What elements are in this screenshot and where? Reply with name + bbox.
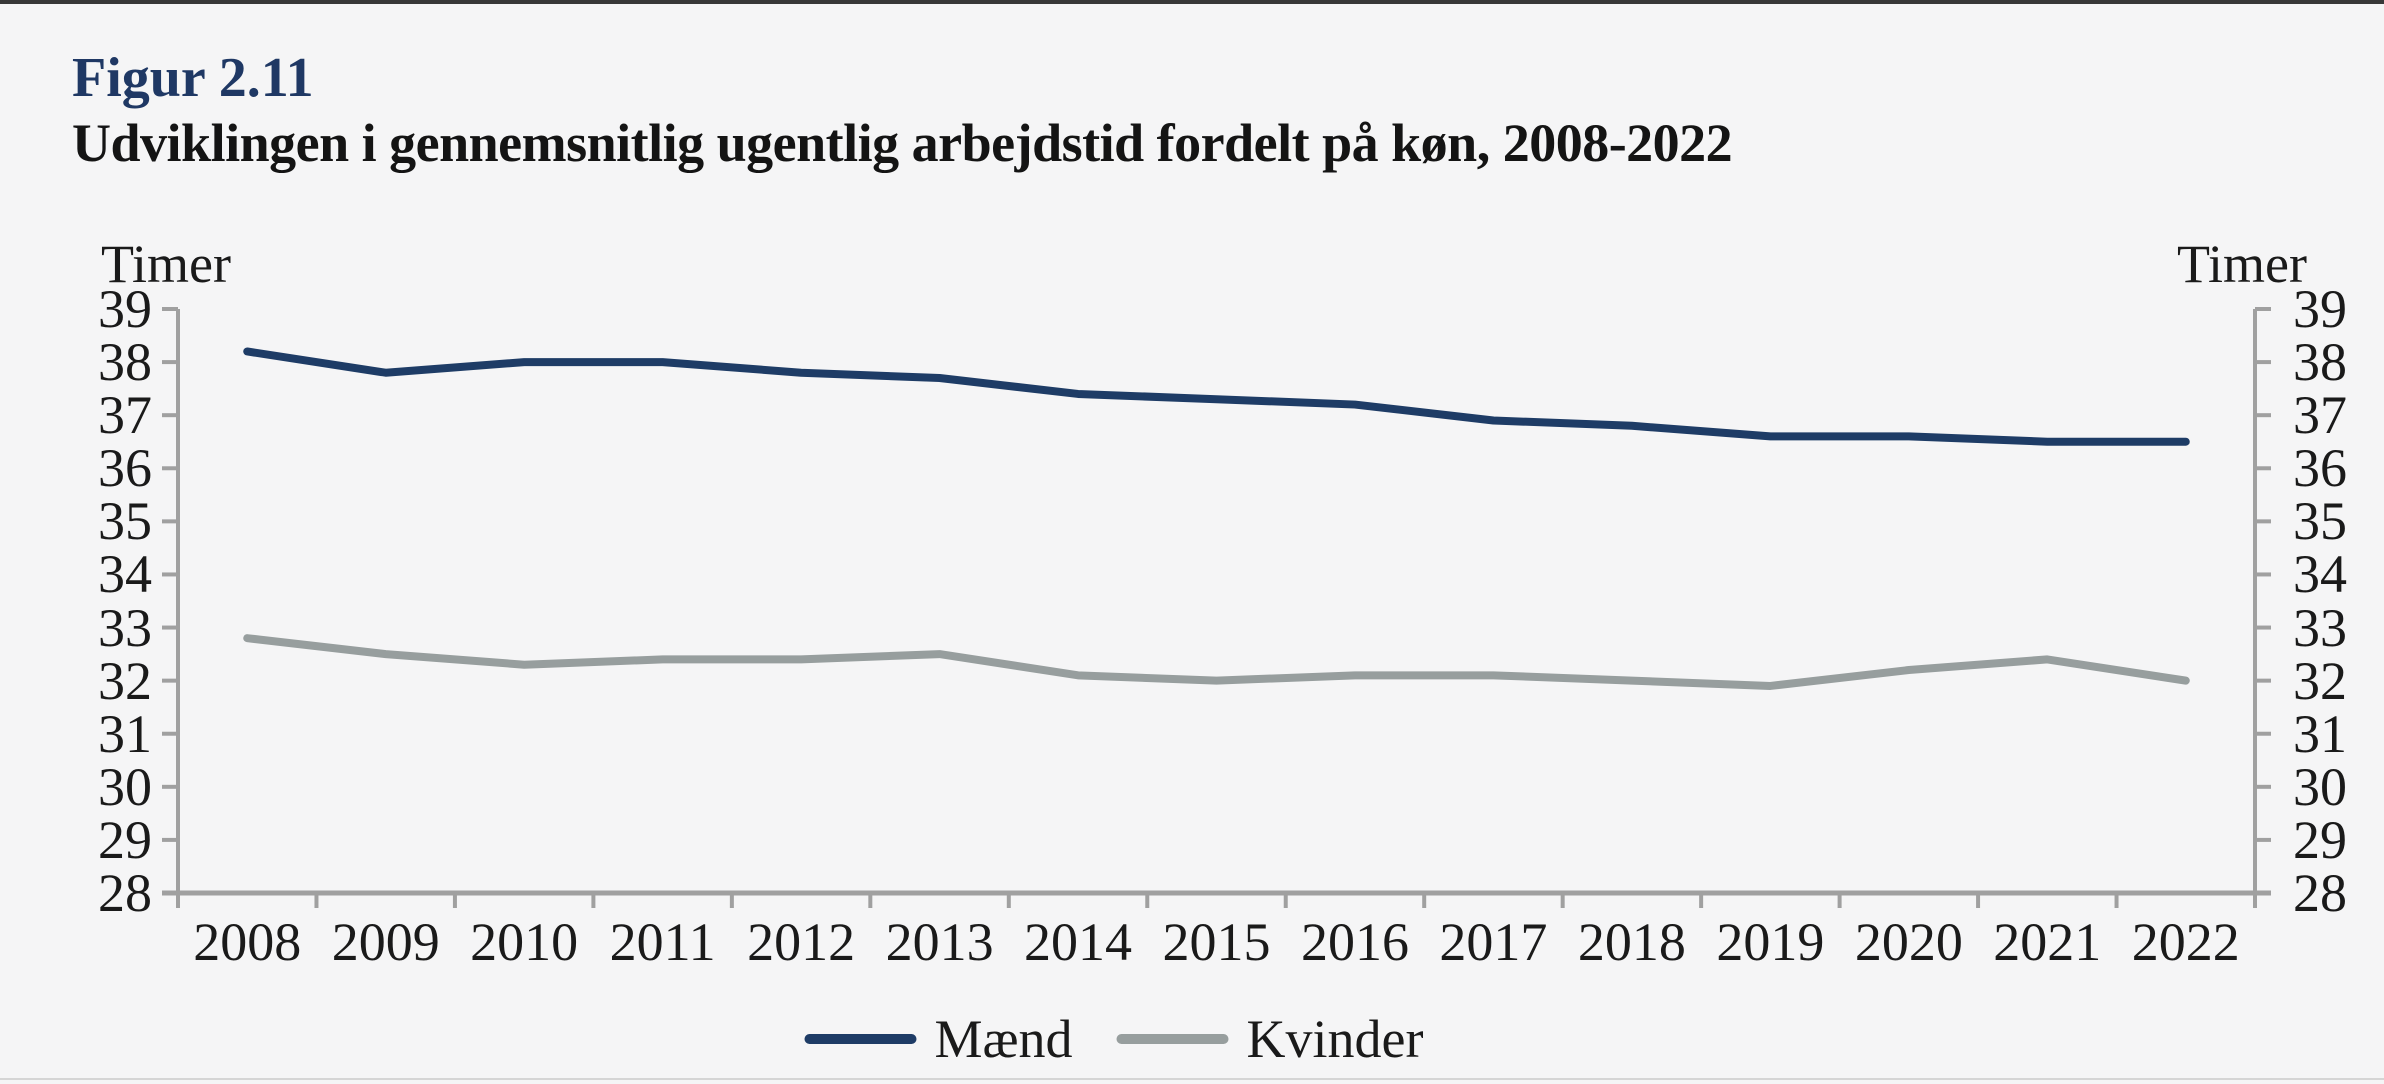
x-tick-label: 2018 — [1577, 912, 1686, 972]
y-tick-label-right: 33 — [2293, 597, 2347, 658]
y-tick-label-left: 33 — [98, 597, 152, 658]
y-tick-label-right: 31 — [2293, 703, 2347, 764]
y-tick-label-right: 37 — [2293, 385, 2347, 446]
y-tick-label-left: 28 — [98, 863, 152, 923]
x-tick-label: 2013 — [885, 912, 994, 972]
x-tick-label: 2011 — [609, 912, 716, 972]
y-tick-label-right: 35 — [2293, 491, 2347, 552]
x-tick-label: 2019 — [1716, 912, 1825, 972]
x-tick-label: 2015 — [1162, 912, 1271, 972]
x-tick-label: 2017 — [1439, 912, 1548, 972]
bottom-divider — [0, 1078, 2384, 1080]
y-tick-label-right: 34 — [2293, 544, 2347, 605]
y-tick-label-left: 37 — [98, 385, 152, 446]
legend-item-mænd: Mænd — [804, 1008, 1073, 1070]
x-tick-label: 2010 — [470, 912, 579, 972]
y-tick-label-left: 35 — [98, 491, 152, 552]
x-tick-label: 2008 — [193, 912, 302, 972]
y-tick-label-right: 29 — [2293, 809, 2347, 870]
y-tick-label-left: 30 — [98, 756, 152, 817]
top-border — [0, 0, 2384, 4]
y-tick-label-left: 39 — [98, 279, 152, 339]
legend-swatch-mænd — [804, 1034, 917, 1044]
legend-swatch-kvinder — [1116, 1034, 1229, 1044]
y-tick-label-left: 31 — [98, 703, 152, 764]
x-tick-label: 2009 — [331, 912, 440, 972]
x-tick-label: 2014 — [1024, 912, 1133, 972]
chart-legend: Mænd Kvinder — [804, 1008, 1424, 1070]
y-tick-label-right: 32 — [2293, 650, 2347, 711]
y-tick-label-left: 36 — [98, 438, 152, 499]
figure-title: Udviklingen i gennemsnitlig ugentlig arb… — [72, 113, 1733, 173]
series-line-kvinder — [243, 634, 2190, 690]
y-tick-label-right: 38 — [2293, 332, 2347, 393]
y-tick-label-left: 38 — [98, 332, 152, 393]
x-tick-label: 2020 — [1854, 912, 1963, 972]
y-tick-label-right: 36 — [2293, 438, 2347, 499]
x-tick-label: 2022 — [2131, 912, 2240, 972]
legend-label: Mænd — [934, 1009, 1073, 1069]
y-tick-label-right: 28 — [2293, 863, 2347, 923]
y-axis-unit-label-left: Timer — [100, 234, 232, 294]
x-tick-label: 2016 — [1300, 912, 1409, 972]
y-tick-label-left: 32 — [98, 650, 152, 711]
y-axis-unit-label-right: Timer — [2176, 234, 2308, 294]
legend-label: Kvinder — [1246, 1009, 1424, 1069]
y-tick-label-right: 30 — [2293, 756, 2347, 817]
legend-item-kvinder: Kvinder — [1116, 1008, 1424, 1070]
y-tick-label-right: 39 — [2293, 279, 2347, 339]
x-tick-label: 2012 — [747, 912, 856, 972]
series-line-mænd — [243, 347, 2190, 446]
y-tick-label-left: 29 — [98, 809, 152, 870]
figure-label: Figur 2.11 — [72, 47, 314, 109]
x-tick-label: 2021 — [1993, 912, 2102, 972]
y-tick-label-left: 34 — [98, 544, 152, 605]
